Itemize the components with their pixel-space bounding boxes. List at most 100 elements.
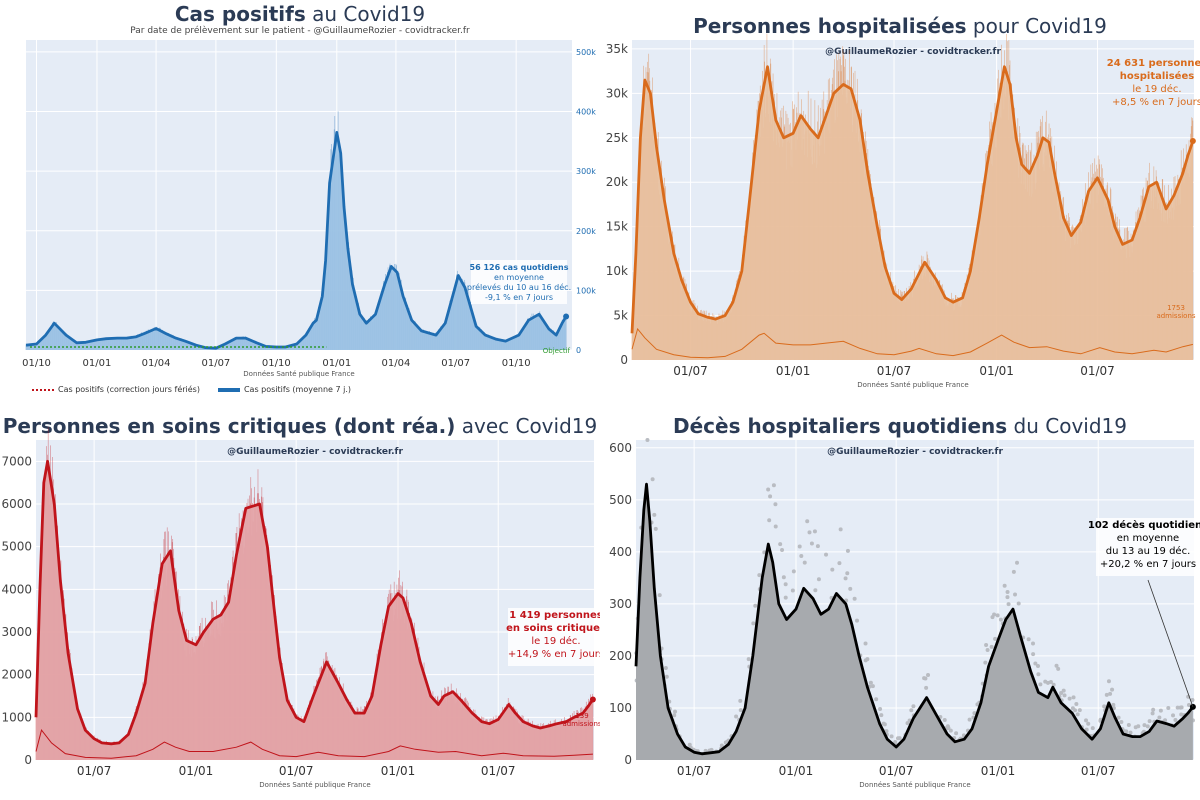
y-tick-label: 3000 [1, 625, 32, 639]
x-tick-label: 01/10 [502, 358, 531, 369]
daily-death-dot [778, 542, 783, 547]
daily-death-dot [812, 529, 817, 534]
deaths-panel: Décès hospitaliers quotidiens du Covid19… [600, 400, 1200, 800]
annotation-text: hospitalisées [1120, 70, 1194, 82]
daily-death-dot [1086, 721, 1091, 726]
daily-death-dot [838, 527, 843, 532]
x-tick-label: 01/07 [77, 764, 112, 778]
daily-death-dot [1108, 691, 1113, 696]
daily-death-dot [893, 740, 898, 745]
hospital-panel: Personnes hospitalisées pour Covid19 0 5k… [600, 0, 1200, 400]
daily-death-dot [768, 494, 773, 499]
daily-death-dot [911, 704, 916, 709]
daily-death-dot [995, 613, 1000, 618]
legend-label-mean: Cas positifs (moyenne 7 j.) [243, 385, 352, 394]
daily-death-dot [1026, 637, 1031, 642]
daily-death-dot [1051, 682, 1056, 687]
daily-death-dot [1110, 687, 1115, 692]
daily-death-dot [923, 676, 928, 681]
y-tick-label: 5k [613, 309, 628, 323]
annotation-text: en soins critiques [506, 623, 600, 634]
hospital-chart: 0 5k 10k 15k 20k 25k 30k 35k 01/07 01/01 01/07 01/0… [606, 33, 1200, 389]
y-tick-label: 2000 [1, 668, 32, 682]
y-tick-label: 0 [620, 353, 628, 367]
y-tick-label: 1000 [1, 710, 32, 724]
daily-death-dot [1013, 592, 1018, 597]
daily-death-dot [663, 665, 668, 670]
daily-death-dot [1116, 715, 1121, 720]
daily-death-dot [843, 576, 848, 581]
daily-death-dot [653, 526, 658, 531]
annotation-text: en moyenne [494, 273, 544, 282]
y-tick-label: 7000 [1, 454, 32, 468]
daily-death-dot [1145, 724, 1150, 729]
daily-death-dot [1111, 702, 1116, 707]
source-label: Données Santé publique France [243, 370, 354, 378]
last-value-marker [589, 696, 596, 703]
hospital-title: Personnes hospitalisées pour Covid19 [600, 14, 1200, 38]
icu-panel: Personnes en soins critiques (dont réa.)… [0, 400, 600, 800]
daily-death-dot [1090, 726, 1095, 731]
daily-death-dot [673, 709, 678, 714]
daily-death-dot [813, 588, 818, 593]
cases-title-rest: au Covid19 [305, 2, 426, 26]
daily-death-dot [650, 477, 655, 482]
daily-death-dot [1150, 711, 1155, 716]
annotation-text: en moyenne [1117, 533, 1179, 544]
annotation-text: le 19 déc. [1132, 83, 1181, 95]
annotation-text: 56 126 cas quotidiens [470, 263, 569, 272]
daily-death-dot [855, 618, 860, 623]
daily-death-dot [889, 734, 894, 739]
daily-death-dot [1073, 708, 1078, 713]
x-tick-label: 01/01 [981, 764, 1016, 778]
daily-death-dot [1061, 688, 1066, 693]
daily-death-dot [805, 519, 810, 524]
daily-death-dot [845, 571, 850, 576]
daily-death-dot [1179, 712, 1184, 717]
icu-chart: 0 1000 2000 3000 4000 5000 6000 7000 01/07 01/01 0… [1, 426, 600, 789]
annotation-box [508, 608, 600, 666]
daily-death-dot [767, 518, 772, 523]
last-value-marker [1189, 138, 1196, 145]
daily-death-dot [1179, 705, 1184, 710]
annotation-text: +20,2 % en 7 jours [1100, 559, 1196, 570]
x-tick-label: 01/10 [22, 358, 51, 369]
daily-death-dot [1054, 663, 1059, 668]
daily-death-dot [815, 544, 820, 549]
daily-death-dot [1033, 661, 1038, 666]
y-tick-label: 6000 [1, 497, 32, 511]
daily-death-dot [848, 586, 853, 591]
y-tick-label: 20k [606, 175, 628, 189]
x-tick-label: 01/04 [142, 358, 171, 369]
chart-subtitle: @GuillaumeRozier - covidtracker.fr [825, 47, 1001, 57]
daily-death-dot [1136, 724, 1141, 729]
daily-death-dot [1166, 706, 1171, 711]
admissions-label: admissions [562, 720, 600, 728]
daily-death-dot [1048, 680, 1053, 685]
y-tick-label: 300k [576, 167, 596, 176]
daily-death-dot [1015, 560, 1020, 565]
series-area [632, 66, 1193, 360]
daily-death-dot [1074, 701, 1079, 706]
cases-subtitle: Par date de prélèvement sur le patient -… [130, 26, 470, 36]
y-tick-label: 200k [576, 227, 596, 236]
daily-death-dot [984, 642, 989, 647]
daily-death-dot [1002, 583, 1007, 588]
y-tick-label: 500k [576, 48, 596, 57]
x-tick-label: 01/01 [776, 364, 811, 378]
daily-death-dot [1186, 703, 1191, 708]
annotation-text: prélevés du 10 au 16 déc. [467, 282, 571, 292]
daily-death-dot [837, 561, 842, 566]
deaths-title-bold: Décès hospitaliers quotidiens [673, 414, 1008, 438]
daily-death-dot [802, 560, 807, 565]
x-tick-label: 01/07 [677, 764, 712, 778]
icu-title-rest: avec Covid19 [455, 414, 598, 438]
daily-death-dot [816, 577, 821, 582]
annotation-box [471, 260, 567, 304]
x-tick-label: 01/01 [83, 358, 112, 369]
cases-chart: 0 100k 200k 300k 400k 500k 01/10 01/01 01/04 01/0… [22, 40, 596, 378]
daily-death-dot [863, 641, 868, 646]
daily-death-dot [746, 657, 751, 662]
y-tick-label: 300 [609, 597, 632, 611]
daily-death-dot [757, 573, 762, 578]
